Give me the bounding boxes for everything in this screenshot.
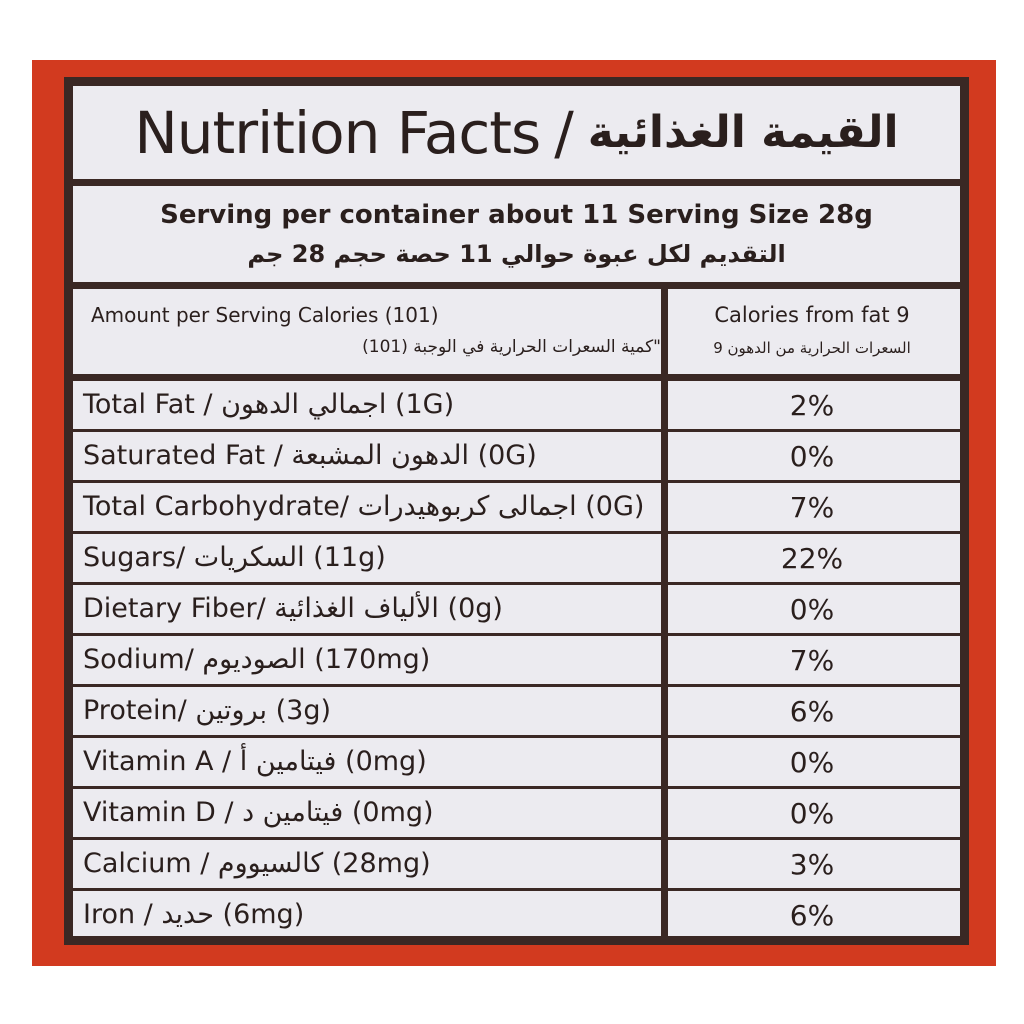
nutrient-row: Sugars/ السكريات (11g) 22% bbox=[73, 534, 960, 585]
serving-english: Serving per container about 11 Serving S… bbox=[160, 200, 873, 230]
nutrient-label: Total Carbohydrate/ اجمالى كربوهيدرات (0… bbox=[83, 491, 645, 522]
nutrient-label: Iron / حديد (6mg) bbox=[83, 899, 305, 930]
nutrient-label: Calcium / كالسيووم (28mg) bbox=[83, 848, 431, 879]
daily-value-percent: 6% bbox=[789, 695, 835, 728]
nutrient-label: Saturated Fat / الدهون المشبعة (0G) bbox=[83, 440, 537, 471]
daily-value-percent: 7% bbox=[789, 644, 835, 677]
fat-calories-arabic: السعرات الحرارية من الدهون 9 bbox=[713, 339, 911, 357]
nutrient-row: Saturated Fat / الدهون المشبعة (0G) 0% bbox=[73, 432, 960, 483]
nutrient-row: Dietary Fiber/ الألياف الغذائية (0g) 0% bbox=[73, 585, 960, 636]
nutrition-facts-label: Nutrition Facts / القيمة الغذائية Servin… bbox=[64, 77, 969, 945]
nutrient-row: Iron / حديد (6mg) 6% bbox=[73, 891, 960, 942]
nutrient-label: Total Fat / اجمالي الدهون (1G) bbox=[83, 389, 455, 420]
title-row: Nutrition Facts / القيمة الغذائية bbox=[73, 86, 960, 186]
nutrient-label: Vitamin A / فيتامين أ (0mg) bbox=[83, 746, 427, 777]
daily-value-percent: 3% bbox=[789, 848, 835, 881]
calories-arabic: "كمية السعرات الحرارية في الوجبة (101) bbox=[362, 337, 661, 357]
nutrient-row: Calcium / كالسيووم (28mg) 3% bbox=[73, 840, 960, 891]
nutrient-table: Total Fat / اجمالي الدهون (1G) 2% Saturate… bbox=[73, 381, 960, 942]
nutrient-label: Sodium/ الصوديوم (170mg) bbox=[83, 644, 431, 675]
nutrient-row: Vitamin A / فيتامين أ (0mg) 0% bbox=[73, 738, 960, 789]
title-arabic: القيمة الغذائية bbox=[587, 107, 899, 158]
column-divider bbox=[661, 289, 668, 937]
serving-info: Serving per container about 11 Serving S… bbox=[73, 186, 960, 289]
calories-per-serving: Amount per Serving Calories (101) "كمية … bbox=[91, 303, 661, 357]
daily-value-percent: 0% bbox=[789, 440, 835, 473]
title-english: Nutrition Facts bbox=[134, 98, 541, 167]
daily-value-percent: 22% bbox=[780, 542, 844, 575]
calories-row: Amount per Serving Calories (101) "كمية … bbox=[73, 289, 960, 381]
nutrient-row: Total Carbohydrate/ اجمالى كربوهيدرات (0… bbox=[73, 483, 960, 534]
nutrient-label: Protein/ بروتين (3g) bbox=[83, 695, 331, 726]
calories-from-fat: Calories from fat 9 السعرات الحرارية من … bbox=[673, 303, 951, 357]
daily-value-percent: 0% bbox=[789, 746, 835, 779]
serving-arabic: التقديم لكل عبوة حوالي 11 حصة حجم 28 جم bbox=[247, 240, 786, 268]
nutrient-row: Sodium/ الصوديوم (170mg) 7% bbox=[73, 636, 960, 687]
daily-value-percent: 0% bbox=[789, 797, 835, 830]
fat-calories-english: Calories from fat 9 bbox=[714, 303, 910, 327]
nutrient-row: Vitamin D / فيتامين د (0mg) 0% bbox=[73, 789, 960, 840]
nutrient-row: Total Fat / اجمالي الدهون (1G) 2% bbox=[73, 381, 960, 432]
nutrient-label: Vitamin D / فيتامين د (0mg) bbox=[83, 797, 434, 828]
nutrient-row: Protein/ بروتين (3g) 6% bbox=[73, 687, 960, 738]
nutrient-label: Sugars/ السكريات (11g) bbox=[83, 542, 386, 573]
daily-value-percent: 2% bbox=[789, 389, 835, 422]
daily-value-percent: 7% bbox=[789, 491, 835, 524]
title-separator: / bbox=[554, 98, 574, 167]
nutrient-label: Dietary Fiber/ الألياف الغذائية (0g) bbox=[83, 593, 503, 624]
calories-english: Amount per Serving Calories (101) bbox=[91, 303, 439, 327]
daily-value-percent: 0% bbox=[789, 593, 835, 626]
daily-value-percent: 6% bbox=[789, 899, 835, 932]
